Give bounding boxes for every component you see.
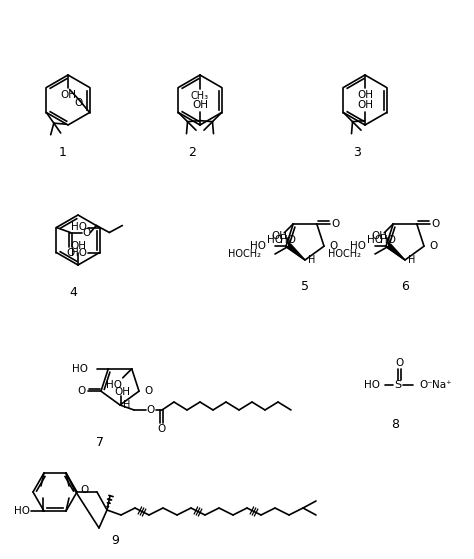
Text: 4: 4: [69, 286, 77, 299]
Text: HO: HO: [72, 364, 88, 374]
Text: OH: OH: [114, 387, 130, 397]
Text: OH: OH: [70, 241, 86, 251]
Text: HO: HO: [106, 380, 122, 390]
Text: HO: HO: [71, 222, 87, 233]
Text: HO: HO: [350, 241, 366, 251]
Text: O: O: [432, 219, 440, 229]
Text: HOCH₂: HOCH₂: [228, 249, 261, 259]
Text: HO: HO: [364, 380, 380, 390]
Text: HO: HO: [380, 235, 396, 245]
Text: O: O: [147, 405, 155, 415]
Text: O⁻: O⁻: [419, 380, 433, 390]
Text: 2: 2: [188, 145, 196, 159]
Text: O: O: [74, 97, 83, 107]
Text: O: O: [329, 241, 337, 251]
Text: O: O: [429, 241, 438, 251]
Text: OH: OH: [357, 100, 373, 110]
Text: OH: OH: [271, 231, 287, 241]
Text: 6: 6: [401, 280, 409, 292]
Text: Na⁺: Na⁺: [432, 380, 452, 390]
Polygon shape: [387, 244, 405, 260]
Text: H: H: [123, 400, 131, 410]
Text: O: O: [80, 485, 88, 495]
Text: O: O: [66, 248, 74, 258]
Text: O: O: [395, 358, 404, 368]
Text: O: O: [78, 386, 86, 396]
Text: HO: HO: [267, 235, 283, 245]
Text: 8: 8: [391, 419, 399, 432]
Text: H: H: [308, 255, 316, 265]
Text: OH: OH: [60, 90, 76, 100]
Text: HO: HO: [71, 248, 87, 258]
Text: O: O: [144, 386, 152, 396]
Text: CH₃: CH₃: [191, 91, 209, 101]
Text: O: O: [332, 219, 340, 229]
Text: 7: 7: [96, 437, 104, 449]
Text: O: O: [158, 424, 166, 434]
Text: 1: 1: [59, 145, 67, 159]
Text: 3: 3: [353, 145, 361, 159]
Text: OH: OH: [192, 100, 208, 110]
Text: HO: HO: [367, 235, 383, 245]
Text: OH: OH: [357, 90, 373, 100]
Text: O: O: [82, 228, 91, 238]
Text: HO: HO: [250, 241, 266, 251]
Text: HO: HO: [14, 506, 30, 516]
Text: 5: 5: [301, 280, 309, 292]
Text: HOCH₂: HOCH₂: [328, 249, 361, 259]
Text: OH: OH: [371, 231, 387, 241]
Text: HO: HO: [280, 235, 296, 245]
Text: S: S: [394, 380, 401, 390]
Text: 9: 9: [111, 533, 119, 547]
Text: H: H: [408, 255, 416, 265]
Polygon shape: [287, 244, 305, 260]
